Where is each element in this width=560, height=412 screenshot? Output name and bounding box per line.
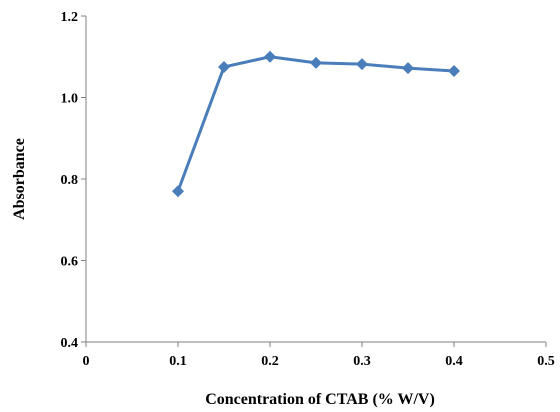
y-tick-label: 1.0 — [61, 92, 79, 107]
data-point-diamond — [172, 185, 184, 198]
x-tick-label: 0 — [83, 354, 90, 369]
data-point-diamond — [218, 60, 230, 73]
series — [172, 50, 460, 198]
x-tick-label: 0.3 — [353, 354, 371, 369]
data-point-diamond — [402, 62, 414, 75]
x-tick-label: 0.2 — [261, 354, 279, 369]
data-point-diamond — [310, 56, 322, 69]
data-point-diamond — [356, 58, 368, 71]
x-ticks: 0 0.1 0.2 0.3 0.4 0.5 — [83, 342, 555, 369]
data-point-diamond — [264, 50, 276, 63]
data-point-diamond — [448, 65, 460, 78]
x-tick-label: 0.1 — [169, 354, 187, 369]
y-tick-label: 0.6 — [61, 255, 79, 270]
x-axis-title: Concentration of CTAB (% W/V) — [205, 391, 435, 408]
y-tick-label: 0.4 — [61, 336, 79, 351]
x-tick-label: 0.4 — [445, 354, 463, 369]
y-tick-label: 1.2 — [61, 10, 79, 25]
y-tick-label: 0.8 — [61, 173, 79, 188]
series-line — [176, 55, 455, 192]
y-axis-title: Absorbance — [11, 138, 28, 220]
y-ticks: 0.4 0.6 0.8 1.0 1.2 — [61, 10, 86, 351]
x-tick-label: 0.5 — [537, 354, 555, 369]
